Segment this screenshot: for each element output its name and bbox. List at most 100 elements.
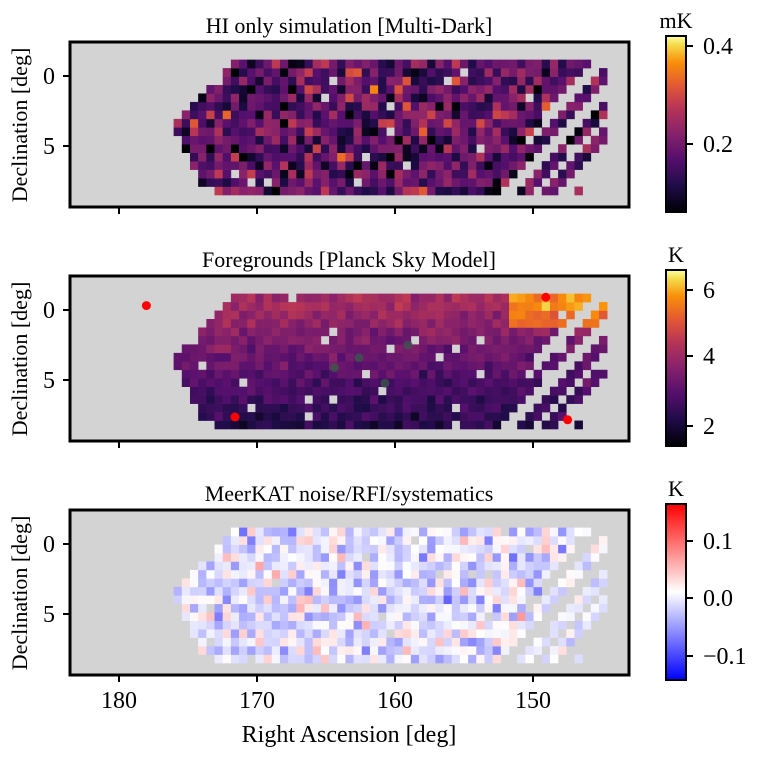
- heatmap-cell: [509, 569, 518, 579]
- heatmap-cell: [402, 595, 412, 605]
- heatmap-cell: [263, 59, 273, 69]
- x-axis-label: Right Ascension [deg]: [242, 722, 457, 748]
- heatmap-cell: [419, 344, 428, 354]
- heatmap-cell: [484, 386, 493, 396]
- heatmap-cell: [361, 378, 371, 387]
- heatmap-cell: [329, 412, 338, 421]
- heatmap-cell: [410, 569, 420, 579]
- heatmap-cell: [296, 161, 305, 170]
- heatmap-cell: [353, 144, 363, 153]
- heatmap-cell: [279, 344, 289, 354]
- heatmap-cell: [337, 595, 346, 605]
- heatmap-cell: [312, 544, 322, 554]
- heatmap-cell: [230, 319, 240, 328]
- heatmap-cell: [427, 595, 436, 605]
- heatmap-cell: [476, 646, 485, 655]
- heatmap-cell: [222, 361, 232, 371]
- heatmap-cell: [353, 344, 363, 354]
- heatmap-cell: [288, 386, 297, 396]
- heatmap-cell: [476, 169, 485, 179]
- heatmap-cell: [386, 178, 395, 187]
- heatmap-cell: [443, 110, 453, 120]
- heatmap-cell: [427, 135, 436, 145]
- heatmap-cell: [304, 595, 313, 605]
- heatmap-cell: [435, 344, 444, 354]
- heatmap-cell: [451, 412, 461, 421]
- heatmap-cell: [443, 420, 453, 430]
- heatmap-cell: [451, 544, 461, 554]
- heatmap-cell: [361, 536, 371, 545]
- heatmap-cell: [419, 302, 428, 311]
- heatmap-cell: [271, 335, 281, 345]
- heatmap-cell: [427, 536, 436, 545]
- heatmap-cell: [288, 403, 297, 413]
- heatmap-cell: [206, 629, 215, 638]
- heatmap-cell: [222, 403, 232, 413]
- heatmap-cell: [525, 293, 534, 303]
- heatmap-cell: [451, 161, 461, 170]
- heatmap-cell: [239, 85, 248, 94]
- heatmap-cell: [288, 646, 297, 655]
- heatmap-cell: [386, 152, 395, 162]
- heatmap-cell: [329, 59, 338, 69]
- heatmap-cell: [492, 395, 502, 404]
- heatmap-cell: [255, 544, 264, 554]
- heatmap-cell: [378, 59, 387, 69]
- heatmap-cell: [394, 578, 403, 588]
- heatmap-cell: [271, 310, 281, 320]
- colorbar-1-gradient: [665, 35, 687, 213]
- heatmap-cell: [189, 620, 199, 630]
- heatmap-cell: [435, 335, 444, 345]
- heatmap-cell: [271, 101, 281, 111]
- heatmap-cell: [402, 629, 412, 638]
- heatmap-cell: [329, 135, 338, 145]
- heatmap-cell: [419, 118, 428, 128]
- heatmap-cell: [320, 101, 330, 111]
- heatmap-cell: [541, 76, 551, 86]
- heatmap-cell: [517, 527, 526, 537]
- heatmap-cell: [459, 93, 469, 103]
- heatmap-cell: [451, 169, 461, 179]
- heatmap-cell: [419, 144, 428, 153]
- heatmap-cell: [329, 561, 338, 571]
- heatmap-cell: [500, 152, 510, 162]
- heatmap-cell: [214, 569, 223, 579]
- heatmap-cell: [451, 395, 461, 404]
- heatmap-cell: [435, 310, 444, 320]
- heatmap-cell: [509, 169, 518, 179]
- heatmap-cell: [320, 386, 330, 396]
- heatmap-cell: [558, 302, 567, 311]
- heatmap-cell: [419, 110, 428, 120]
- heatmap-cell: [582, 59, 592, 69]
- heatmap-cell: [484, 586, 493, 596]
- heatmap-cell: [279, 369, 289, 379]
- heatmap-cell: [320, 319, 330, 328]
- heatmap-cell: [476, 561, 485, 571]
- heatmap-cell: [459, 527, 469, 537]
- heatmap-cell: [263, 569, 273, 579]
- heatmap-cell: [247, 76, 256, 86]
- heatmap-cell: [386, 412, 395, 421]
- heatmap-cell: [361, 586, 371, 596]
- heatmap-cell: [214, 352, 223, 362]
- heatmap-cell: [320, 169, 330, 179]
- heatmap-cell: [590, 553, 600, 562]
- heatmap-cell: [574, 127, 583, 137]
- heatmap-cell: [533, 378, 543, 387]
- heatmap-cell: [410, 378, 420, 387]
- heatmap-cell: [492, 352, 502, 362]
- heatmap-cell: [500, 386, 510, 396]
- heatmap-cell: [394, 629, 403, 638]
- heatmap-cell: [312, 561, 322, 571]
- heatmap-cell: [337, 127, 346, 137]
- heatmap-cell: [509, 620, 518, 630]
- heatmap-cell: [525, 569, 534, 579]
- heatmap-cell: [574, 620, 583, 630]
- heatmap-cell: [304, 569, 313, 579]
- heatmap-cell: [476, 319, 485, 328]
- heatmap-cell: [288, 169, 297, 179]
- heatmap-cell: [484, 395, 493, 404]
- heatmap-cell: [247, 169, 256, 179]
- heatmap-cell: [378, 646, 387, 655]
- heatmap-cell: [574, 603, 583, 613]
